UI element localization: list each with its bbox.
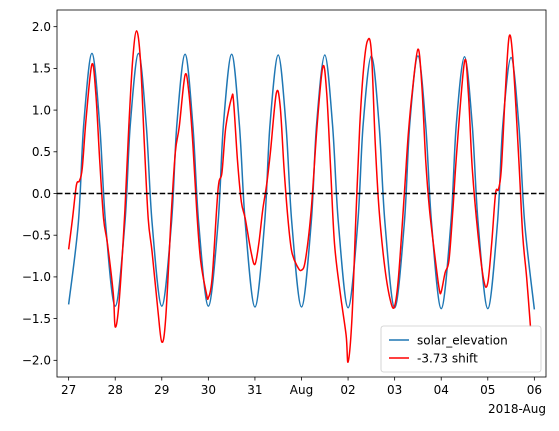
y-tick-label: 1.0	[32, 103, 51, 117]
legend-label: solar_elevation	[417, 333, 508, 347]
legend: solar_elevation -3.73 shift	[380, 325, 542, 373]
y-tick-label: 2.0	[32, 20, 51, 34]
series-line-shift	[67, 30, 532, 363]
x-tick-label: Aug	[290, 383, 313, 397]
y-tick-label: 0.0	[32, 187, 51, 201]
x-tick-label: 06	[527, 383, 542, 397]
legend-label: -3.73 shift	[417, 351, 478, 365]
x-tick-label: 03	[387, 383, 402, 397]
series-line-solar-elevation	[67, 52, 536, 310]
x-axis: 27 28 29 30 31 Aug 02 03 04 05 06	[61, 377, 542, 397]
legend-box	[380, 325, 542, 373]
y-axis: −2.0 −1.5 −1.0 −0.5 0.0 0.5 1.0 1.5 2.0	[22, 20, 57, 368]
x-tick-label: 04	[434, 383, 449, 397]
series-layer	[67, 30, 536, 363]
x-tick-label: 05	[480, 383, 495, 397]
y-tick-label: 1.5	[32, 62, 51, 76]
y-tick-label: −1.5	[22, 312, 51, 326]
y-tick-label: −1.0	[22, 270, 51, 284]
x-tick-label: 02	[340, 383, 355, 397]
x-tick-label: 27	[61, 383, 76, 397]
x-axis-offset-label: 2018-Aug	[488, 402, 546, 416]
x-tick-label: 31	[247, 383, 262, 397]
x-tick-label: 28	[108, 383, 123, 397]
y-tick-label: 0.5	[32, 145, 51, 159]
y-tick-label: −0.5	[22, 229, 51, 243]
x-tick-label: 30	[201, 383, 216, 397]
x-tick-label: 29	[154, 383, 169, 397]
y-tick-label: −2.0	[22, 354, 51, 368]
